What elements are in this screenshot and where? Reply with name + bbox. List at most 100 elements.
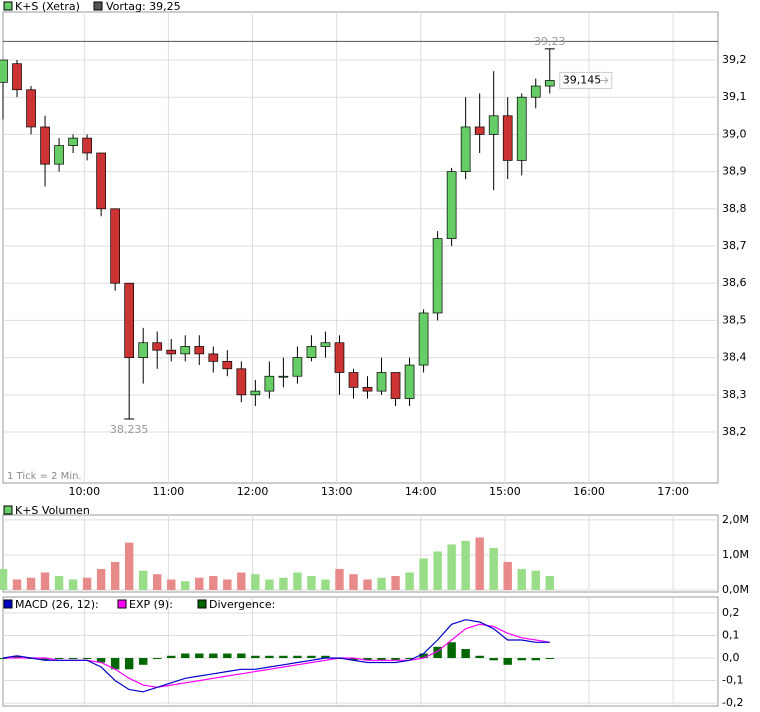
divergence-bar: [68, 658, 78, 660]
candle-body: [544, 80, 555, 87]
divergence-bar: [321, 655, 330, 659]
candle-body: [40, 126, 50, 165]
volume-bar: [40, 572, 50, 590]
candle-body: [250, 390, 261, 396]
x-tick-label: 11:00: [153, 485, 185, 498]
divergence-bar: [237, 653, 246, 659]
divergence-bar: [405, 658, 414, 660]
divergence-bar: [279, 655, 288, 659]
candle-body: [362, 387, 373, 392]
candle-body: [110, 208, 120, 284]
legend-swatch: [197, 599, 207, 609]
divergence-bar: [307, 655, 316, 659]
candle-body: [348, 372, 359, 388]
volume-bar: [82, 577, 92, 590]
divergence-bar: [181, 653, 190, 659]
divergence-bar: [391, 658, 400, 661]
y-tick-label: 38,5: [722, 313, 747, 326]
volume-bar: [447, 544, 456, 590]
volume-bar: [517, 568, 526, 590]
candle-body: [54, 145, 64, 165]
y-tick-label: 1,0M: [722, 548, 749, 561]
candle-body: [166, 349, 177, 355]
candle-body: [474, 126, 485, 135]
candle-body: [278, 375, 289, 378]
divergence-bar: [349, 658, 358, 661]
volume-bar: [138, 570, 148, 590]
macd-line: [3, 623, 550, 688]
divergence-bar: [531, 658, 540, 661]
divergence-bar: [153, 658, 162, 660]
divergence-bar: [363, 658, 372, 661]
candle-body: [488, 115, 499, 135]
volume-bar: [335, 568, 344, 590]
candle-body: [432, 238, 443, 314]
volume-bar: [96, 568, 106, 590]
volume-bar: [181, 581, 190, 590]
panel-frame: [2, 596, 719, 707]
y-tick-label: 0,1: [722, 629, 740, 642]
candle-body: [460, 126, 471, 172]
y-tick-label: 0,0M: [722, 583, 749, 596]
candle-body: [306, 346, 317, 358]
y-tick-label: -0,2: [722, 696, 743, 709]
y-tick-label: 38,4: [722, 351, 747, 364]
volume-bar: [68, 579, 78, 590]
y-tick-label: 38,3: [722, 388, 747, 401]
volume-bar: [54, 575, 64, 590]
last-price-arrow: [599, 77, 609, 84]
last-price-label: 39,145: [563, 73, 602, 86]
candle-body: [264, 375, 275, 392]
candle-body: [502, 115, 513, 161]
y-tick-label: 39,1: [722, 90, 747, 103]
x-tick-label: 14:00: [405, 485, 437, 498]
volume-bar: [293, 572, 302, 590]
y-tick-label: 2,0M: [722, 513, 749, 526]
divergence-bar: [251, 655, 260, 659]
candle-body: [418, 312, 429, 366]
divergence-bar: [517, 658, 526, 661]
x-tick-label: 10:00: [68, 485, 100, 498]
legend-label: Vortag: 39,25: [106, 0, 181, 13]
volume-bar: [265, 579, 274, 590]
y-tick-label: 39,2: [722, 53, 747, 66]
candle-body: [446, 171, 457, 239]
candle-body: [82, 137, 92, 154]
divergence-bar: [545, 658, 554, 660]
candle-body: [334, 342, 345, 373]
x-tick-label: 12:00: [237, 485, 269, 498]
note: 1 Tick = 2 Min.: [7, 471, 82, 482]
volume-bar: [12, 579, 22, 590]
candle-body: [68, 137, 78, 146]
candle-body: [516, 96, 527, 161]
panel-frame: [2, 514, 719, 593]
candle-body: [320, 342, 331, 347]
candle-body: [236, 368, 247, 396]
candle-body: [152, 342, 163, 351]
volume-bar: [419, 558, 428, 590]
legend-swatch: [3, 599, 13, 609]
divergence-bar: [82, 658, 92, 660]
y-tick-label: 38,7: [722, 239, 747, 252]
volume-bar: [209, 575, 218, 590]
y-tick-label: -0,1: [722, 674, 743, 687]
volume-bar: [489, 547, 498, 590]
volume-bar: [0, 568, 8, 590]
divergence-bar: [419, 653, 428, 659]
legend-swatch: [93, 1, 103, 11]
divergence-bar: [209, 653, 218, 659]
divergence-bar: [96, 658, 106, 663]
divergence-bar: [124, 658, 134, 670]
divergence-bar: [377, 658, 386, 661]
legend-label: Divergence:: [209, 598, 275, 611]
y-tick-label: 39,0: [722, 127, 747, 140]
macd-line: [2, 619, 550, 693]
legend-label: K+S (Xetra): [15, 0, 80, 13]
divergence-bar: [138, 658, 148, 665]
volume-bar: [153, 574, 162, 590]
candle-body: [26, 89, 36, 128]
x-tick-label: 17:00: [657, 485, 689, 498]
divergence-bar: [489, 658, 498, 661]
volume-bar: [124, 542, 134, 590]
